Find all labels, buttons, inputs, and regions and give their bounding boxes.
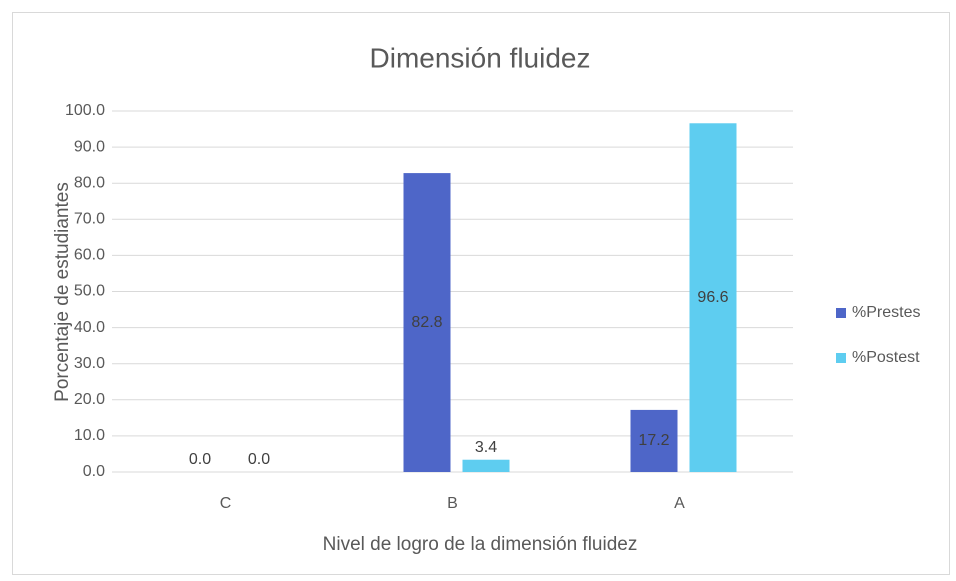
bar [462, 459, 510, 472]
legend-label: %Prestes [852, 304, 920, 321]
y-tick-label: 0.0 [83, 463, 105, 480]
x-tick-label: B [447, 495, 458, 512]
y-tick-label: 40.0 [74, 319, 105, 336]
y-tick-label: 10.0 [74, 427, 105, 444]
data-label: 3.4 [475, 439, 497, 456]
y-tick-label: 50.0 [74, 283, 105, 300]
x-tick-label: A [674, 495, 685, 512]
data-label: 0.0 [248, 451, 270, 468]
x-tick-label: C [220, 495, 232, 512]
y-tick-label: 90.0 [74, 138, 105, 155]
bar [689, 123, 737, 473]
y-tick-label: 70.0 [74, 211, 105, 228]
data-label: 17.2 [638, 432, 669, 449]
y-tick-label: 30.0 [74, 355, 105, 372]
y-tick-label: 20.0 [74, 391, 105, 408]
data-label: 82.8 [411, 314, 442, 331]
bar [403, 173, 451, 473]
legend-swatch [836, 308, 846, 318]
data-label: 96.6 [697, 289, 728, 306]
x-axis-label: Nivel de logro de la dimensión fluidez [323, 534, 638, 555]
bar [630, 409, 678, 472]
y-tick-label: 80.0 [74, 174, 105, 191]
chart-title: Dimensión fluidez [370, 42, 591, 73]
legend-swatch [836, 353, 846, 363]
y-tick-label: 100.0 [65, 102, 105, 119]
chart-border [12, 12, 950, 575]
data-label: 0.0 [189, 451, 211, 468]
legend-label: %Postest [852, 349, 920, 366]
y-axis-label: Porcentaje de estudiantes [52, 182, 73, 402]
y-tick-label: 60.0 [74, 247, 105, 264]
